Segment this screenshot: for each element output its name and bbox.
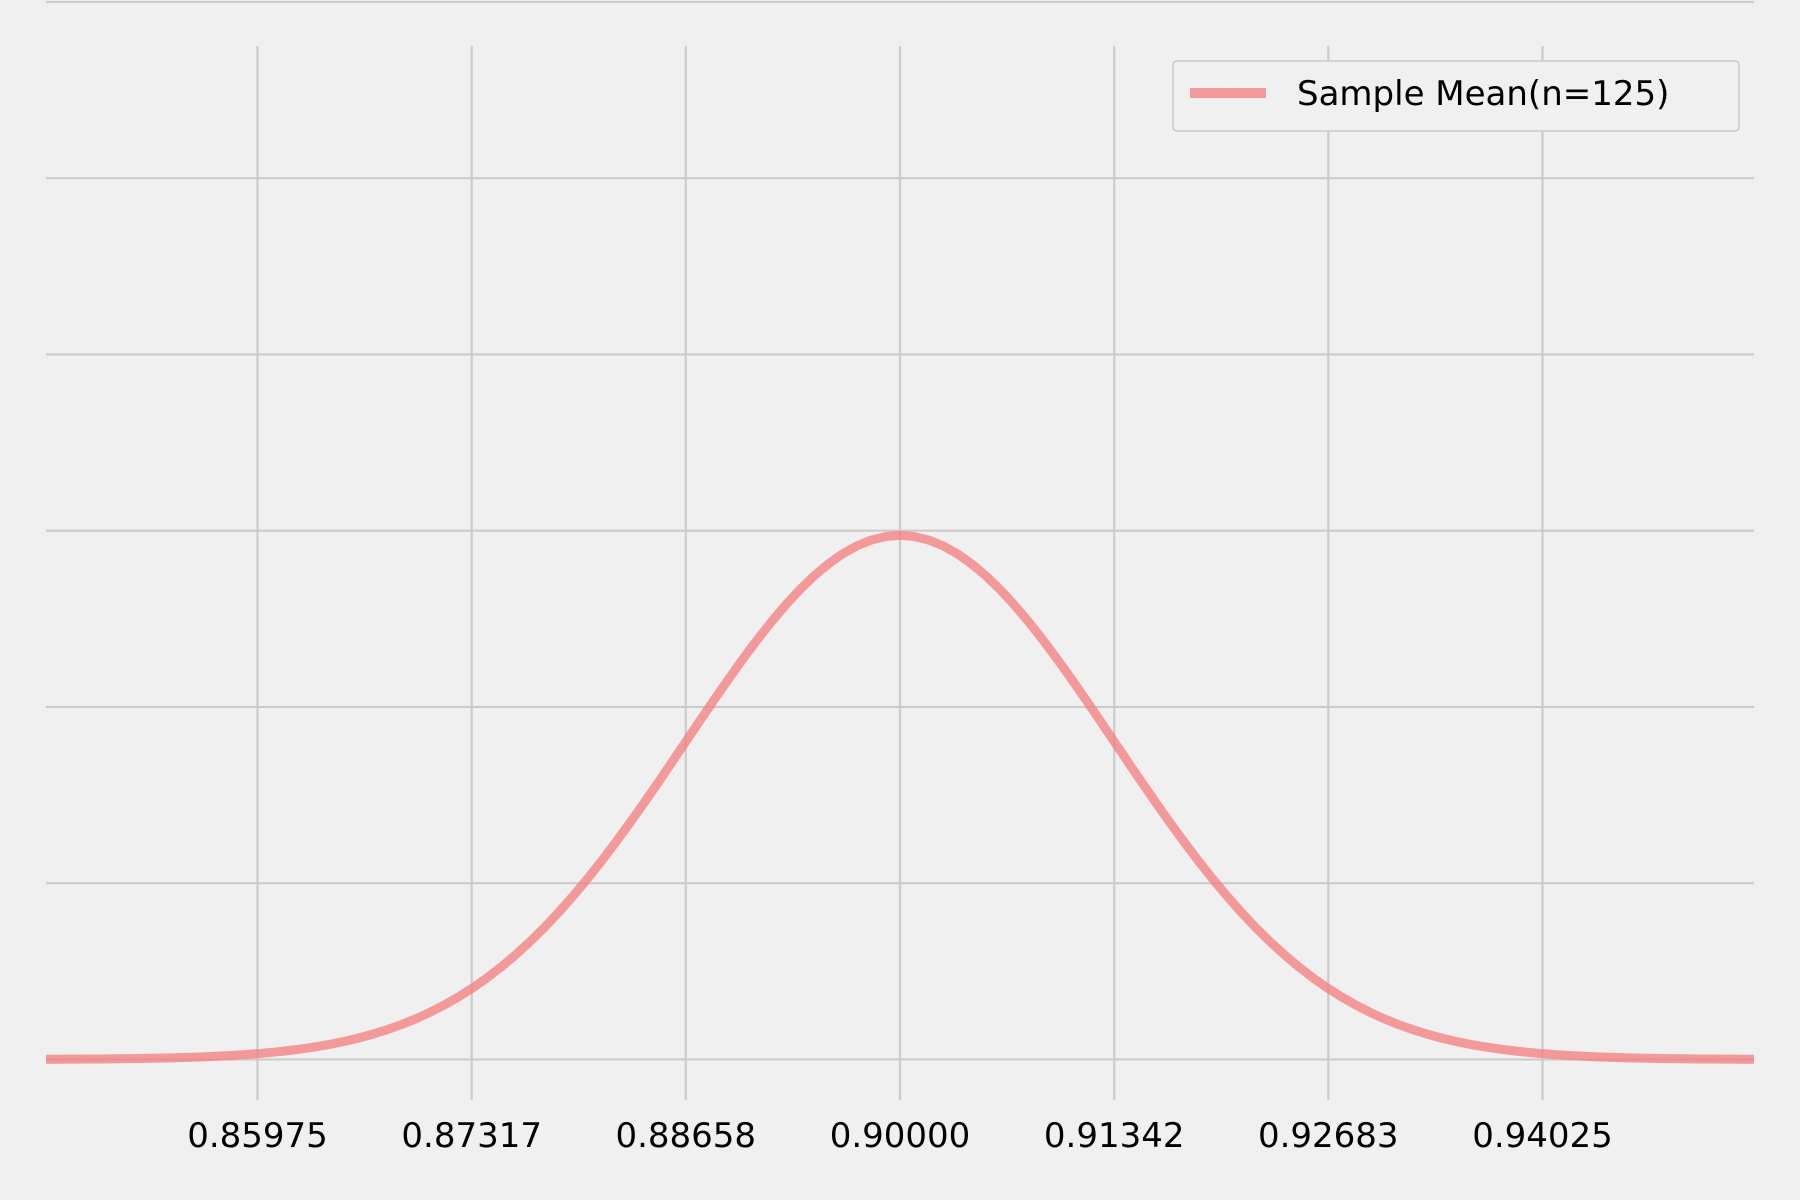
- x-tick-label: 0.87317: [401, 1116, 542, 1156]
- x-tick-label: 0.92683: [1258, 1116, 1399, 1156]
- x-tick-label: 0.85975: [187, 1116, 328, 1156]
- legend-label: Sample Mean(n=125): [1297, 74, 1669, 114]
- x-tick-label: 0.91342: [1044, 1116, 1185, 1156]
- legend-box: [1172, 60, 1740, 132]
- series-line-sample-mean: [45, 530, 1755, 1064]
- x-tick-label: 0.90000: [830, 1116, 971, 1156]
- grid: [46, 0, 1754, 1100]
- x-tick-labels: 0.85975 0.87317 0.88658 0.90000 0.91342 0.926…: [187, 1116, 1613, 1156]
- legend: Sample Mean(n=125): [1172, 60, 1740, 132]
- x-tick-label: 0.88658: [615, 1116, 756, 1156]
- series-group: [45, 530, 1755, 1064]
- x-tick-label: 0.94025: [1472, 1116, 1613, 1156]
